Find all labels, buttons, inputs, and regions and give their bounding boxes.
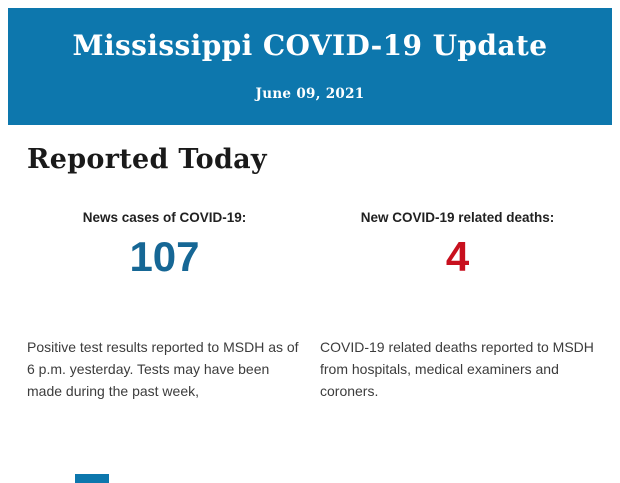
new-cases-label: News cases of COVID-19: (82, 210, 247, 225)
stats-grid: News cases of COVID-19: 107 Positive tes… (0, 210, 620, 402)
new-cases-value: 107 (129, 233, 200, 280)
report-body: Reported Today News cases of COVID-19: 1… (0, 125, 620, 402)
section-heading: Reported Today (27, 144, 267, 175)
new-deaths-description: COVID-19 related deaths reported to MSDH… (320, 339, 594, 400)
stat-new-deaths: New COVID-19 related deaths: 4 COVID-19 … (320, 210, 595, 402)
new-deaths-value: 4 (445, 233, 470, 280)
next-section-banner-fragment (75, 474, 109, 483)
header-banner: Mississippi COVID-19 Update June 09, 202… (8, 8, 612, 125)
report-date: June 09, 2021 (255, 86, 365, 102)
new-cases-description: Positive test results reported to MSDH a… (27, 339, 299, 400)
page-title: Mississippi COVID-19 Update (72, 29, 548, 62)
new-deaths-label: New COVID-19 related deaths: (360, 210, 555, 225)
stat-new-cases: News cases of COVID-19: 107 Positive tes… (27, 210, 302, 402)
